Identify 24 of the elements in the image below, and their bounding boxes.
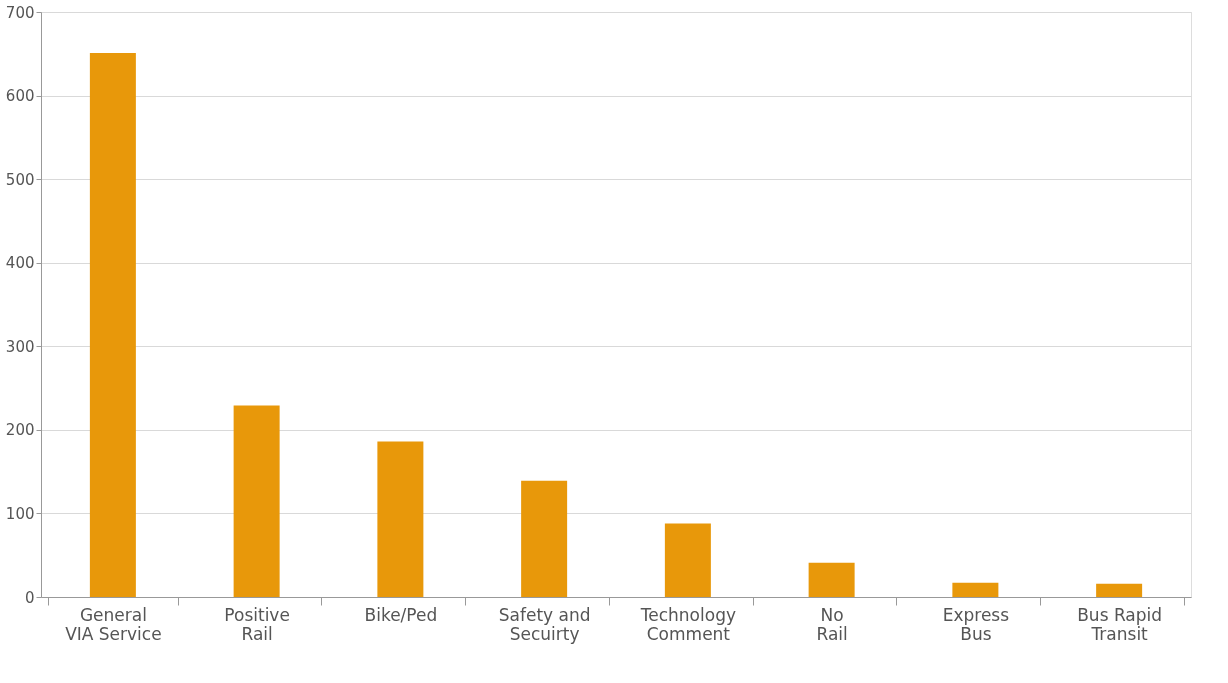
bar — [521, 480, 568, 597]
x-tick-label: Technology Comment — [639, 604, 736, 644]
y-tick-label: 500 — [5, 170, 35, 189]
x-tick-label: Bus Rapid Transit — [1077, 604, 1163, 644]
y-tick-label: 400 — [5, 254, 35, 273]
x-tick-label: General VIA Service — [65, 604, 162, 644]
bar — [808, 562, 855, 597]
bar — [233, 405, 280, 597]
x-tick-label: No Rail — [816, 604, 848, 644]
y-tick-label: 200 — [5, 421, 35, 440]
y-tick-label: 300 — [5, 337, 35, 356]
x-tick-label: Safety and Secuirty — [498, 604, 591, 644]
y-tick-label: 0 — [24, 588, 35, 607]
y-tick-label: 600 — [5, 87, 35, 106]
x-tick-label: Express Bus — [942, 604, 1010, 644]
x-tick-label: Bike/Ped — [364, 604, 438, 625]
bar — [952, 582, 999, 597]
bar — [664, 523, 711, 597]
y-tick-label: 700 — [5, 3, 35, 22]
y-tick-label: 100 — [5, 504, 35, 523]
bar — [89, 52, 136, 597]
bar — [377, 441, 424, 597]
x-tick-label: Positive Rail — [224, 604, 290, 644]
bar — [1096, 583, 1143, 597]
